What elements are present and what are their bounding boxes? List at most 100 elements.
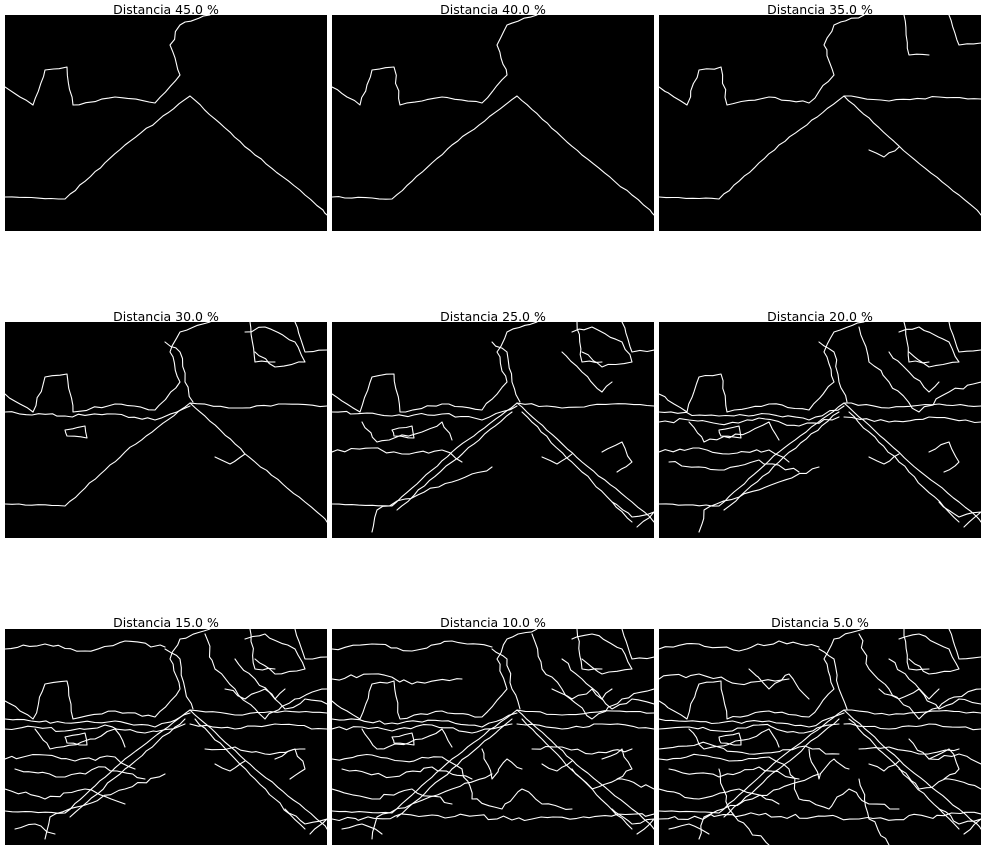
right-terrain-edge	[843, 402, 981, 409]
ground-edge	[858, 778, 890, 845]
horizon-edge	[332, 322, 538, 413]
panel-title-5: Distancia 25.0 %	[440, 309, 546, 324]
right-terrain-edge	[843, 95, 981, 102]
pyramid-edge	[5, 402, 327, 523]
pyramid-edge	[659, 95, 981, 216]
pyramid-edge	[332, 402, 654, 523]
panel-title-6: Distancia 20.0 %	[767, 309, 873, 324]
horizon-edge	[516, 723, 654, 730]
blob-edge	[718, 732, 742, 746]
terrain-edge	[332, 753, 463, 770]
lower-edge	[332, 788, 453, 805]
terrain-edge	[34, 728, 126, 750]
terrain-edge	[5, 754, 136, 770]
blob-edge	[274, 748, 306, 780]
ridge-edge	[164, 648, 194, 710]
edge-map-panel-9	[659, 629, 981, 845]
cloud-edge	[294, 322, 327, 353]
horizon-edge	[5, 15, 211, 106]
corner-edge	[611, 808, 654, 835]
right-terrain-edge	[189, 402, 327, 409]
terrain-edge	[224, 688, 327, 710]
small-edge	[868, 146, 900, 158]
ground-edge	[718, 768, 770, 845]
terrain-edge	[858, 746, 960, 755]
blob-edge	[391, 425, 415, 439]
pyramid-edge	[332, 95, 654, 216]
cloud-edge	[249, 629, 276, 671]
edge-map-panel-1	[5, 15, 327, 231]
lower-edge	[698, 773, 820, 840]
terrain-edge	[361, 728, 453, 750]
pyramid-inner-edge	[723, 411, 840, 511]
cloud-edge	[898, 633, 960, 675]
bottom-edge	[668, 823, 710, 835]
cloud-edge	[948, 322, 981, 353]
cloud-edge	[858, 633, 981, 720]
cloud-edge	[888, 351, 940, 393]
sky-edge	[748, 668, 810, 700]
small-edge	[541, 453, 573, 465]
mid-terrain-edge	[5, 405, 191, 421]
ridge-edge	[818, 341, 848, 403]
horizon-edge	[659, 629, 865, 720]
horizon-edge	[5, 629, 211, 720]
lower-edge	[44, 773, 166, 840]
terrain-edge	[204, 746, 306, 755]
cloud-edge	[903, 322, 930, 364]
terrain-edge	[571, 768, 654, 790]
cloud-edge	[249, 322, 276, 363]
cloud-edge	[294, 629, 327, 660]
terrain-edge	[688, 421, 780, 443]
cloud-edge	[244, 326, 306, 368]
lower-edge	[698, 466, 820, 533]
small-edge	[868, 760, 900, 772]
cloud-edge	[948, 629, 981, 660]
cloud-edge	[888, 658, 940, 700]
cloud-edge	[571, 633, 633, 675]
blob-edge	[601, 441, 633, 473]
right-terrain-edge	[516, 709, 654, 716]
cloud-edge	[903, 15, 930, 56]
mid-terrain-edge	[5, 712, 191, 728]
cloud-edge	[621, 629, 654, 660]
blob-edge	[928, 441, 960, 473]
edge-map-panel-2	[332, 15, 654, 231]
edge-map-panel-7	[5, 629, 327, 845]
edge-map-panel-5	[332, 322, 654, 538]
blob-edge	[391, 732, 415, 746]
horizon-edge	[843, 723, 981, 731]
pyramid-inner-edge	[723, 718, 840, 818]
terrain-edge	[898, 768, 981, 790]
terrain-edge	[551, 688, 654, 710]
terrain-edge	[659, 447, 790, 463]
bottom-edge	[14, 823, 56, 835]
terrain-edge	[668, 766, 800, 780]
terrain-edge	[332, 723, 513, 734]
panel-title-2: Distancia 40.0 %	[440, 2, 546, 17]
sky-edge	[659, 640, 820, 652]
pyramid-edge	[659, 402, 981, 523]
panel-title-4: Distancia 30.0 %	[113, 309, 219, 324]
ground-edge	[788, 768, 900, 810]
pyramid-inner-edge	[194, 718, 306, 830]
cloud-edge	[903, 629, 930, 671]
small-edge	[214, 453, 246, 465]
cloud-edge	[204, 633, 327, 720]
pyramid-inner-edge	[848, 411, 960, 523]
lower-edge	[371, 773, 493, 840]
terrain-edge	[878, 688, 981, 710]
ground-edge	[332, 813, 654, 822]
blob-edge	[601, 748, 633, 780]
ridge-edge	[164, 341, 194, 403]
right-terrain-edge	[516, 402, 654, 409]
ridge-edge	[491, 648, 521, 710]
pyramid-edge	[5, 709, 327, 830]
small-edge	[868, 453, 900, 465]
bottom-edge	[341, 823, 383, 835]
panel-title-1: Distancia 45.0 %	[113, 2, 219, 17]
horizon-edge	[659, 15, 865, 106]
cloud-edge	[858, 326, 981, 413]
small-edge	[214, 760, 246, 772]
blob-edge	[64, 425, 88, 439]
